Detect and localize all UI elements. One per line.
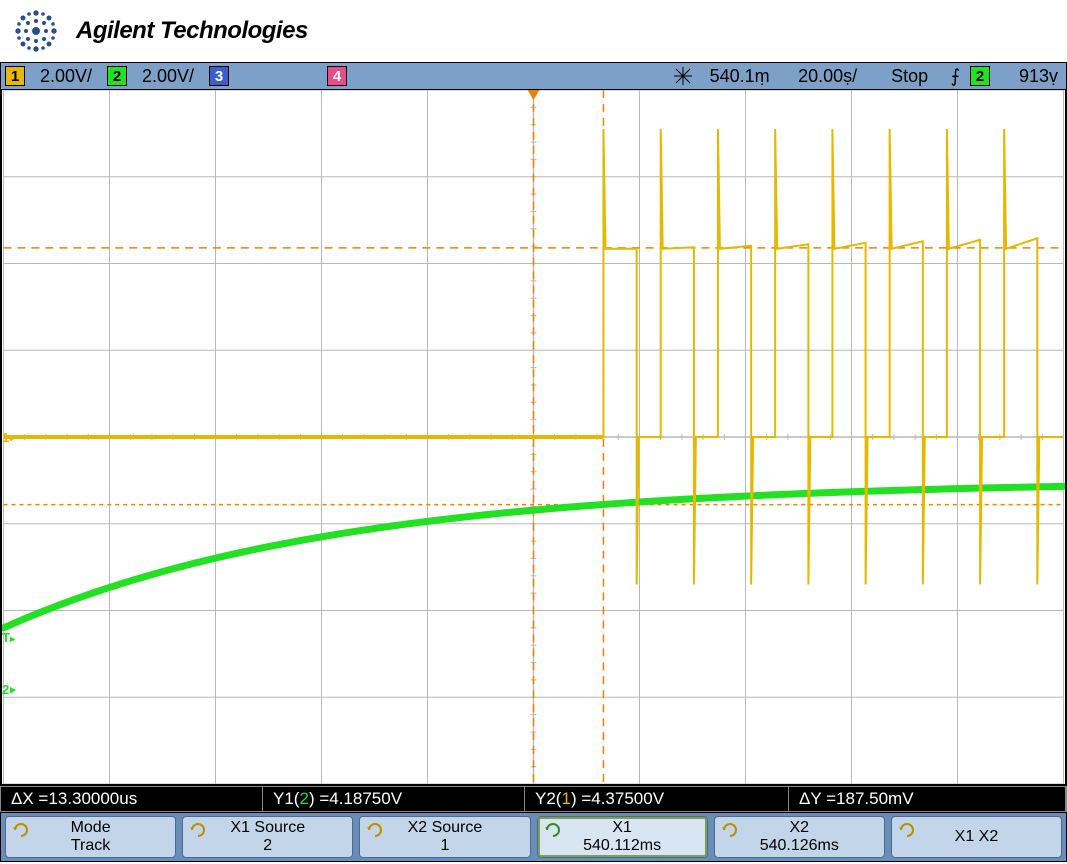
ch1-ground-marker: 1▸ bbox=[2, 430, 16, 445]
agilent-spark-icon bbox=[12, 7, 60, 55]
softkey-x1[interactable]: X1540.112ms bbox=[537, 816, 708, 858]
ch3-badge[interactable]: 3 bbox=[209, 66, 229, 86]
delta-x-readout: ΔX = 13.30000us bbox=[1, 787, 263, 811]
ch1-scale: 2.00V/ bbox=[29, 66, 103, 87]
softkey-x2[interactable]: X2540.126ms bbox=[714, 816, 885, 858]
y2-readout: Y2(1) = 4.37500V bbox=[525, 787, 789, 811]
softkey-mode[interactable]: ModeTrack bbox=[5, 816, 176, 858]
trigger-level-marker: T▸ bbox=[2, 630, 15, 645]
knob-icon bbox=[721, 821, 739, 839]
ch2-ground-marker: 2▸ bbox=[2, 682, 16, 697]
run-state: Stop bbox=[875, 66, 945, 87]
knob-icon bbox=[189, 821, 207, 839]
timebase-value: 20.00ṣ/ bbox=[781, 66, 875, 87]
measurement-bar: ΔX = 13.30000us Y1(2) = 4.18750V Y2(1) =… bbox=[0, 786, 1067, 812]
brand-text: Agilent Technologies bbox=[76, 17, 308, 45]
knob-icon bbox=[898, 821, 916, 839]
knob-icon bbox=[12, 821, 30, 839]
softkey-x2-source[interactable]: X2 Source1 bbox=[359, 816, 530, 858]
softkey-x1x2[interactable]: X1 X2 bbox=[891, 816, 1062, 858]
delta-y-readout: ΔY = 187.50mV bbox=[789, 787, 1066, 811]
info-bar: 1 2.00V/ 2 2.00V/ 3 4 540.1ṃ 20.00ṣ/ Sto… bbox=[0, 62, 1067, 90]
softkey-bar: ModeTrack X1 Source2 X2 Source1 X1540.11… bbox=[0, 812, 1067, 862]
trigger-position-icon bbox=[673, 66, 693, 86]
ch2-badge[interactable]: 2 bbox=[107, 66, 127, 86]
trigger-edge-icon: ⨍ bbox=[951, 66, 960, 87]
waveform-display[interactable]: 1▸ 2▸ T▸ bbox=[0, 90, 1067, 786]
y1-readout: Y1(2) = 4.18750V bbox=[263, 787, 525, 811]
softkey-x1-source[interactable]: X1 Source2 bbox=[182, 816, 353, 858]
delay-value: 540.1ṃ bbox=[699, 66, 781, 87]
trigger-source-badge: 2 bbox=[970, 66, 990, 86]
knob-icon bbox=[544, 821, 562, 839]
trigger-level: 913ṿ bbox=[994, 66, 1066, 87]
knob-icon bbox=[366, 821, 384, 839]
ch2-scale: 2.00V/ bbox=[131, 66, 205, 87]
ch4-badge[interactable]: 4 bbox=[327, 66, 347, 86]
plot-svg bbox=[2, 90, 1065, 784]
logo-bar: Agilent Technologies bbox=[0, 0, 1067, 62]
ch1-badge[interactable]: 1 bbox=[5, 66, 25, 86]
